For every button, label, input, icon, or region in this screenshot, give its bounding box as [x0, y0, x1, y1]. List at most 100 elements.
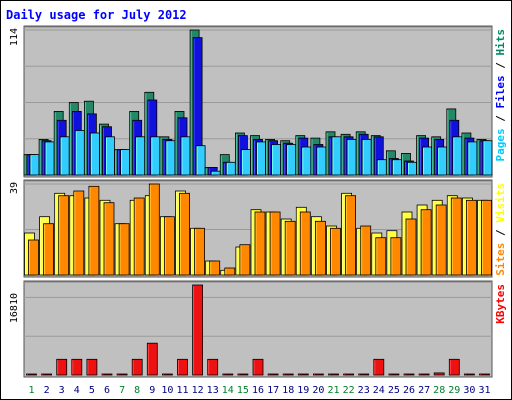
bar-kbytes-day-6: [101, 373, 113, 376]
bar-sites-day-2: [43, 223, 54, 276]
bar-sites-day-28: [435, 204, 447, 276]
x-tick-label-day-17: 17: [267, 385, 279, 396]
bar-sites-day-19: [299, 211, 311, 276]
bar-kbytes-day-19: [297, 373, 309, 376]
bar-sites-day-17: [269, 211, 281, 276]
bar-sites-day-1: [28, 239, 39, 276]
bar-sites-day-14: [224, 267, 236, 276]
legend-part: Visits: [494, 183, 507, 223]
bar-kbytes-day-11: [177, 358, 188, 376]
x-tick-label-day-21: 21: [327, 385, 339, 396]
bar-pages-day-12: [195, 145, 206, 176]
bar-kbytes-day-16: [252, 358, 264, 376]
x-tick-label-day-12: 12: [192, 385, 204, 396]
legend-part: Pages: [494, 128, 507, 161]
y-max-label: 114: [9, 28, 20, 46]
series-legend-label: KBytes: [494, 284, 507, 324]
chart-title: Daily usage for July 2012: [6, 8, 187, 22]
legend-part: /: [494, 223, 507, 243]
y-max-label: 39: [9, 182, 20, 194]
bar-sites-day-23: [360, 225, 372, 276]
x-tick-label-day-10: 10: [161, 385, 173, 396]
series-legend-label: Sites / Visits: [494, 183, 507, 276]
x-tick-label-day-20: 20: [312, 385, 324, 396]
bar-kbytes-day-17: [267, 373, 279, 376]
x-tick-label-day-3: 3: [59, 385, 65, 396]
bar-kbytes-day-10: [161, 373, 173, 376]
bar-sites-day-12: [194, 227, 206, 276]
bar-kbytes-day-2: [41, 373, 52, 376]
x-tick-label-day-28: 28: [433, 385, 445, 396]
bar-kbytes-day-9: [146, 342, 158, 376]
bar-sites-day-3: [58, 195, 70, 276]
bar-sites-day-7: [118, 223, 130, 276]
x-tick-label-day-1: 1: [28, 385, 34, 396]
bar-kbytes-day-30: [463, 373, 475, 376]
x-tick-label-day-30: 30: [463, 385, 475, 396]
x-tick-label-day-19: 19: [297, 385, 309, 396]
x-tick-label-day-16: 16: [252, 385, 264, 396]
x-tick-label-day-25: 25: [388, 385, 400, 396]
legend-part: Files: [494, 75, 507, 108]
legend-part: /: [494, 56, 507, 76]
bar-kbytes-day-14: [222, 373, 234, 376]
y-max-label: 16810: [9, 293, 20, 323]
bar-kbytes-day-7: [116, 373, 128, 376]
bar-sites-day-16: [254, 211, 266, 276]
x-tick-label-day-8: 8: [134, 385, 140, 396]
bar-kbytes-day-15: [237, 373, 249, 376]
bar-kbytes-day-25: [388, 373, 400, 376]
legend-part: Sites: [494, 243, 507, 276]
bar-kbytes-day-1: [26, 373, 37, 376]
bar-kbytes-day-8: [131, 358, 143, 376]
bar-sites-day-11: [179, 192, 190, 276]
bar-sites-day-26: [405, 218, 417, 276]
bar-sites-day-22: [345, 195, 357, 276]
bar-sites-day-8: [133, 197, 145, 276]
bar-kbytes-day-23: [358, 373, 370, 376]
bar-kbytes-day-26: [403, 373, 415, 376]
x-tick-label-day-11: 11: [176, 385, 188, 396]
bar-sites-day-4: [73, 190, 85, 276]
bar-kbytes-day-31: [479, 373, 490, 376]
bar-kbytes-day-27: [418, 373, 430, 376]
bar-sites-day-20: [314, 220, 326, 276]
bar-sites-day-21: [330, 227, 341, 276]
bar-sites-day-10: [163, 216, 175, 276]
bar-kbytes-day-3: [56, 358, 68, 376]
x-tick-label-day-29: 29: [448, 385, 460, 396]
x-tick-label-day-4: 4: [74, 385, 80, 396]
x-tick-label-day-6: 6: [104, 385, 110, 396]
x-tick-label-day-2: 2: [44, 385, 50, 396]
legend-part: /: [494, 109, 507, 129]
x-tick-label-day-24: 24: [373, 385, 385, 396]
panel-top: 114 Pages / Files / Hits: [9, 25, 507, 178]
bar-kbytes-day-28: [433, 372, 445, 376]
bar-kbytes-day-13: [207, 358, 219, 376]
x-tick-label-day-18: 18: [282, 385, 294, 396]
bar-sites-day-5: [88, 185, 100, 276]
x-tick-label-day-26: 26: [403, 385, 415, 396]
series-legend-label: Pages / Files / Hits: [494, 29, 507, 162]
legend-part: Hits: [494, 29, 507, 56]
bar-sites-day-25: [390, 237, 402, 276]
bar-sites-day-24: [375, 237, 387, 276]
x-tick-label-day-22: 22: [343, 385, 355, 396]
bar-kbytes-day-29: [448, 358, 460, 376]
panel-bottom: 16810 KBytes: [9, 280, 507, 378]
bar-kbytes-day-22: [343, 373, 355, 376]
x-tick-label-day-5: 5: [89, 385, 95, 396]
x-axis-day-labels: 1 2 3 4 5 6 7 8 9 10 11 12 13 14 15 16 17 18 19 20 21 22 23 24 2…: [28, 385, 490, 396]
bar-sites-day-15: [239, 244, 251, 276]
bar-sites-day-29: [450, 197, 462, 276]
bar-sites-day-18: [284, 220, 296, 276]
panel-middle: 39 Sites / Visits: [9, 179, 507, 278]
x-tick-label-day-15: 15: [237, 385, 249, 396]
bar-kbytes-day-24: [373, 358, 385, 376]
bar-sites-day-6: [103, 202, 115, 276]
x-tick-label-day-31: 31: [478, 385, 490, 396]
bar-sites-day-27: [420, 209, 432, 276]
bar-sites-day-9: [148, 183, 160, 276]
legend-part: KBytes: [494, 284, 507, 324]
